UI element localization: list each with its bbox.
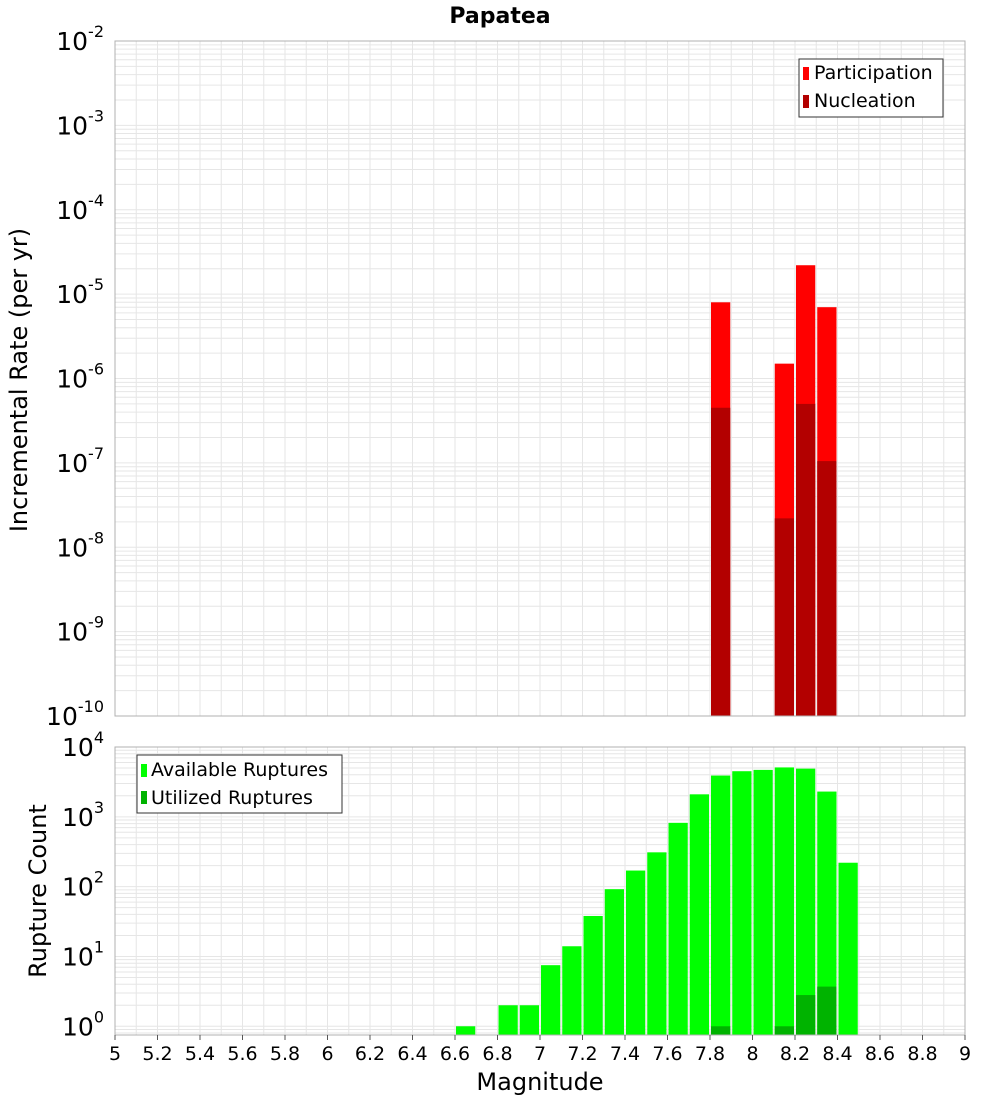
- y-tick-label: 10-8: [56, 528, 104, 562]
- bar-available-ruptures: [541, 965, 561, 1035]
- bar-available-ruptures: [711, 775, 731, 1035]
- legend-label-available: Available Ruptures: [151, 759, 328, 781]
- bar-utilized-ruptures: [817, 986, 837, 1035]
- bar-available-ruptures: [562, 946, 582, 1035]
- bar-utilized-ruptures: [711, 1026, 731, 1035]
- legend-label-participation: Participation: [814, 62, 933, 84]
- y-tick-label: 102: [62, 868, 104, 902]
- bar-available-ruptures: [626, 870, 646, 1035]
- bar-available-ruptures: [753, 769, 773, 1035]
- bar-available-ruptures: [668, 822, 688, 1035]
- x-tick-label: 7.2: [567, 1043, 597, 1065]
- x-tick-label: 8.2: [780, 1043, 810, 1065]
- bar-available-ruptures: [583, 915, 603, 1035]
- bottom-legend: Available Ruptures Utilized Ruptures: [136, 754, 343, 814]
- y-tick-label: 103: [62, 798, 104, 832]
- bar-nucleation: [711, 407, 731, 716]
- x-tick-label: 6.4: [397, 1043, 427, 1065]
- x-tick-label: 5: [109, 1043, 121, 1065]
- y-tick-label: 10-2: [56, 22, 104, 56]
- y-tick-label: 100: [62, 1007, 104, 1041]
- x-tick-label: 8: [746, 1043, 758, 1065]
- x-tick-label: 8.6: [865, 1043, 895, 1065]
- x-tick-label: 6.6: [440, 1043, 470, 1065]
- count-panel: 100 101 102 103 104 5 5.2 5.4 5.6 5.8 6 6.2 6.4 6.6 6.…: [62, 728, 971, 1065]
- bar-available-ruptures: [689, 794, 709, 1035]
- bar-utilized-ruptures: [796, 995, 816, 1035]
- bar-available-ruptures: [647, 852, 667, 1035]
- y-tick-label: 10-3: [56, 106, 104, 140]
- legend-swatch-available: [141, 764, 147, 777]
- bar-available-ruptures: [838, 862, 858, 1035]
- chart-title: Papatea: [449, 4, 550, 29]
- legend-label-utilized: Utilized Ruptures: [151, 787, 313, 809]
- x-tick-label: 5.8: [270, 1043, 300, 1065]
- legend-label-nucleation: Nucleation: [814, 90, 916, 112]
- x-tick-label: 9: [959, 1043, 971, 1065]
- y-tick-label: 101: [62, 937, 104, 971]
- bar-available-ruptures: [774, 767, 794, 1035]
- bar-available-ruptures: [456, 1026, 476, 1035]
- x-tick-label: 8.4: [822, 1043, 852, 1065]
- x-tick-label: 5.2: [142, 1043, 172, 1065]
- y-tick-label: 10-6: [56, 360, 104, 394]
- bar-available-ruptures: [519, 1005, 539, 1035]
- bar-available-ruptures: [604, 889, 624, 1035]
- y-tick-label: 10-9: [56, 613, 104, 647]
- legend-swatch-participation: [803, 67, 809, 80]
- x-tick-label: 7.8: [695, 1043, 725, 1065]
- x-tick-label: 7: [534, 1043, 546, 1065]
- x-tick-label: 6.8: [482, 1043, 512, 1065]
- x-tick-label: 5.4: [185, 1043, 215, 1065]
- bottom-y-axis-label: Rupture Count: [24, 804, 52, 978]
- x-tick-label: 7.6: [652, 1043, 682, 1065]
- x-axis-label: Magnitude: [476, 1068, 603, 1096]
- bar-available-ruptures: [498, 1005, 518, 1035]
- y-tick-label: 104: [62, 728, 104, 762]
- bar-available-ruptures: [796, 768, 816, 1035]
- plot-frame: [114, 40, 966, 717]
- y-tick-label: 10-5: [56, 275, 104, 309]
- bar-available-ruptures: [817, 791, 837, 1035]
- bar-nucleation: [796, 403, 816, 716]
- bar-nucleation: [774, 518, 794, 716]
- y-tick-label: 10-7: [56, 444, 104, 478]
- y-tick-label: 10-10: [46, 697, 104, 731]
- rate-panel: 10-10 10-9 10-8 10-7 10-6 10-5 10-4 10-3 10-2: [46, 22, 966, 731]
- x-tick-label: 8.8: [907, 1043, 937, 1065]
- legend-swatch-utilized: [141, 791, 147, 804]
- x-tick-label: 6.2: [355, 1043, 385, 1065]
- bar-available-ruptures: [732, 771, 752, 1035]
- x-tick-label: 7.4: [610, 1043, 640, 1065]
- y-tick-label: 10-4: [56, 191, 104, 225]
- bar-nucleation: [817, 461, 837, 716]
- bar-utilized-ruptures: [774, 1026, 794, 1035]
- top-y-axis-label: Incremental Rate (per yr): [5, 228, 33, 532]
- x-tick-label: 5.6: [227, 1043, 257, 1065]
- top-legend: Participation Nucleation: [798, 58, 944, 118]
- x-tick-label: 6: [321, 1043, 333, 1065]
- legend-swatch-nucleation: [803, 95, 809, 108]
